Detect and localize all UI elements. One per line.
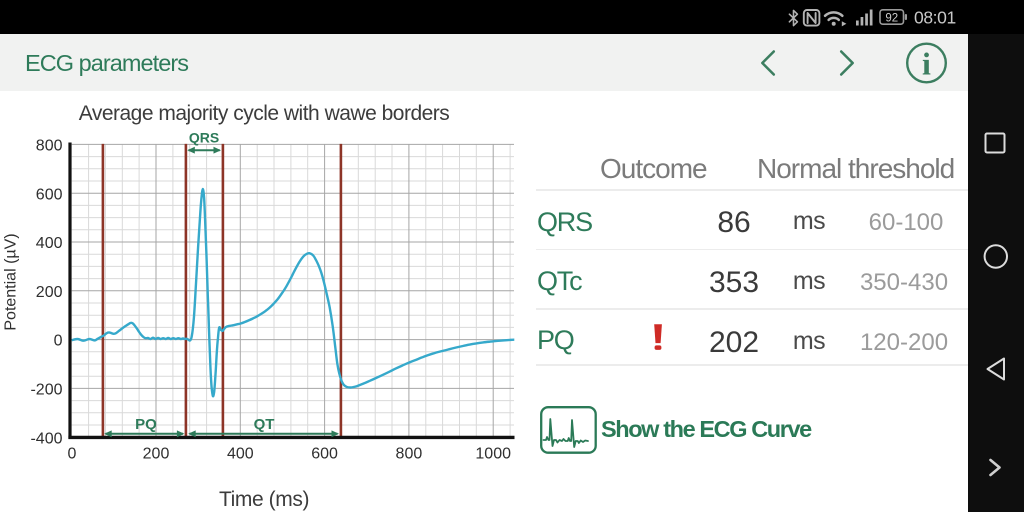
svg-text:400: 400 (227, 446, 254, 463)
svg-text:QRS: QRS (189, 130, 219, 146)
svg-text:-400: -400 (30, 430, 62, 447)
svg-text:Time (ms): Time (ms) (219, 488, 309, 511)
svg-text:600: 600 (311, 446, 338, 463)
svg-text:800: 800 (396, 446, 423, 463)
svg-text:1000: 1000 (475, 446, 511, 463)
svg-text:08:01: 08:01 (914, 7, 956, 27)
svg-text:Average majority cycle with wa: Average majority cycle with wawe borders (79, 102, 450, 125)
svg-text:0: 0 (54, 333, 63, 350)
svg-text:Potential (µV): Potential (µV) (3, 233, 20, 330)
svg-text:200: 200 (143, 446, 170, 463)
svg-text:PQ: PQ (135, 416, 157, 433)
svg-text:-200: -200 (30, 382, 62, 399)
svg-text:600: 600 (36, 186, 63, 203)
svg-text:QT: QT (254, 416, 275, 433)
svg-text:800: 800 (36, 138, 63, 155)
svg-text:i: i (922, 46, 931, 82)
svg-text:0: 0 (68, 446, 77, 463)
svg-text:92: 92 (885, 13, 898, 25)
svg-text:200: 200 (36, 284, 63, 301)
svg-text:400: 400 (36, 235, 63, 252)
